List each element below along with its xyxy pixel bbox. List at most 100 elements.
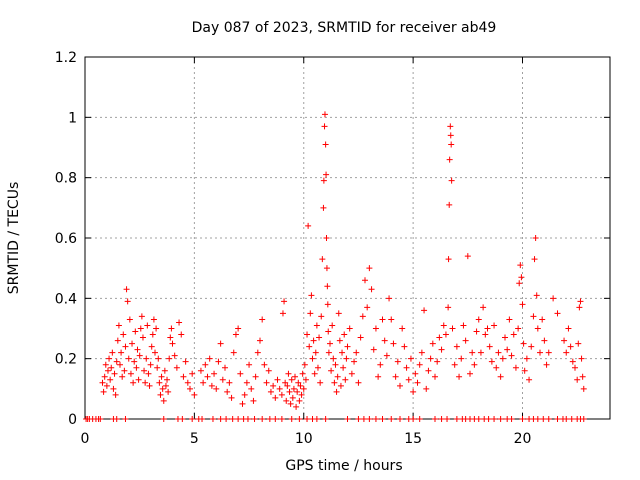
data-point xyxy=(107,376,114,383)
data-point xyxy=(299,370,306,377)
data-point xyxy=(131,358,138,365)
data-point xyxy=(324,283,331,290)
data-point xyxy=(286,388,293,395)
data-point xyxy=(143,355,150,362)
data-point xyxy=(263,379,270,386)
data-point xyxy=(130,379,137,386)
data-point xyxy=(156,379,163,386)
x-tick-label: 10 xyxy=(295,431,313,447)
data-point xyxy=(502,334,508,341)
y-tick-label: 0.4 xyxy=(55,291,77,307)
data-point xyxy=(359,313,366,320)
data-point xyxy=(243,379,250,386)
data-point xyxy=(486,343,493,350)
data-point xyxy=(444,416,451,422)
data-point xyxy=(250,397,257,404)
data-point xyxy=(392,373,399,380)
data-point xyxy=(145,370,152,377)
data-point xyxy=(290,385,297,392)
data-point xyxy=(329,322,336,329)
data-point xyxy=(137,325,144,332)
data-point xyxy=(142,379,149,386)
data-point xyxy=(320,177,327,184)
data-point xyxy=(394,358,401,365)
data-point xyxy=(563,349,570,356)
data-point xyxy=(526,376,533,383)
data-point xyxy=(284,382,291,389)
data-point xyxy=(554,416,561,422)
data-point xyxy=(412,370,419,377)
data-point xyxy=(114,337,121,344)
data-point xyxy=(386,295,393,302)
data-point xyxy=(246,361,253,368)
data-point xyxy=(377,361,384,368)
data-point xyxy=(254,349,261,356)
data-point xyxy=(469,349,476,356)
data-point xyxy=(316,334,323,341)
data-point xyxy=(531,256,538,263)
data-point xyxy=(464,253,471,260)
y-tick-label: 0.2 xyxy=(55,352,77,368)
data-point xyxy=(569,358,576,365)
data-point xyxy=(485,416,492,422)
data-point xyxy=(445,256,452,263)
data-point xyxy=(460,322,467,329)
data-point xyxy=(446,156,453,163)
data-point xyxy=(122,343,129,350)
data-point xyxy=(497,416,504,422)
data-point xyxy=(432,416,438,422)
tick-labels: 0 5 10 15 20 0 0.2 0.4 0.6 0.8 1 1.2 xyxy=(55,50,532,447)
data-point xyxy=(447,123,454,130)
data-point xyxy=(232,331,239,338)
data-point xyxy=(283,397,290,404)
data-point xyxy=(300,385,307,392)
data-point xyxy=(366,416,373,422)
data-point xyxy=(334,373,341,380)
y-tick-label: 1 xyxy=(68,110,77,126)
data-point xyxy=(330,355,337,362)
data-point xyxy=(321,111,328,118)
data-point xyxy=(416,361,423,368)
data-point xyxy=(561,337,568,344)
data-point xyxy=(379,416,386,422)
data-point xyxy=(115,322,122,329)
data-point xyxy=(545,349,552,356)
data-point xyxy=(425,367,432,374)
data-point xyxy=(539,316,546,323)
data-point xyxy=(323,171,330,178)
data-point xyxy=(108,364,115,371)
data-point xyxy=(112,391,119,398)
data-point xyxy=(407,355,414,362)
data-point xyxy=(543,361,550,368)
data-point xyxy=(447,132,454,139)
data-point xyxy=(187,385,193,392)
data-point xyxy=(301,361,308,368)
data-point xyxy=(197,367,204,374)
data-point xyxy=(274,376,281,383)
data-point xyxy=(344,416,351,422)
x-tick-label: 15 xyxy=(404,431,422,447)
data-point xyxy=(357,334,364,341)
y-tick-label: 0 xyxy=(68,412,77,428)
data-point xyxy=(241,391,248,398)
data-point xyxy=(516,280,523,287)
data-point xyxy=(532,235,539,241)
data-point xyxy=(448,177,455,184)
data-point xyxy=(579,373,586,380)
data-point xyxy=(121,367,128,374)
data-point xyxy=(327,340,333,347)
data-point xyxy=(325,349,332,356)
data-point xyxy=(446,201,453,208)
data-point xyxy=(235,325,242,332)
data-point xyxy=(106,355,113,362)
data-point xyxy=(362,277,368,284)
data-point xyxy=(462,337,469,344)
data-point xyxy=(475,316,482,323)
data-point xyxy=(288,376,295,383)
data-point xyxy=(251,416,258,422)
data-point xyxy=(580,385,587,392)
data-point xyxy=(368,286,375,293)
data-point xyxy=(167,334,174,341)
data-point xyxy=(322,141,329,148)
data-point xyxy=(162,382,169,389)
